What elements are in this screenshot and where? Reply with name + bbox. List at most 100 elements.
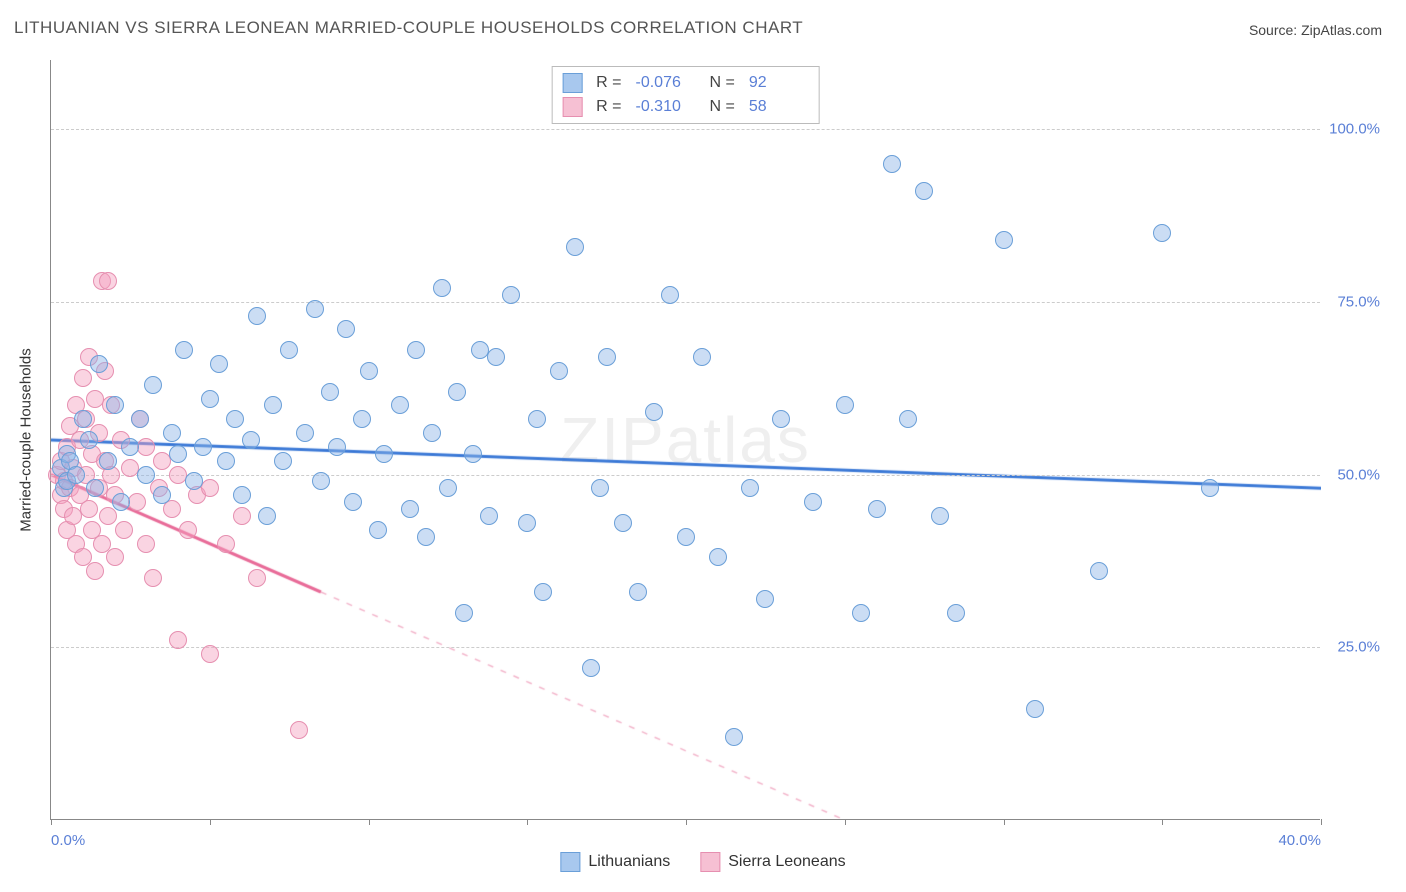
legend-swatch-pink bbox=[562, 97, 582, 117]
data-point bbox=[144, 376, 162, 394]
data-point bbox=[582, 659, 600, 677]
legend-item-2: Sierra Leoneans bbox=[700, 852, 845, 872]
data-point bbox=[217, 452, 235, 470]
data-point bbox=[201, 390, 219, 408]
gridline bbox=[51, 302, 1320, 303]
data-point bbox=[233, 507, 251, 525]
n-label: N = bbox=[710, 98, 735, 116]
xtick bbox=[51, 819, 52, 825]
legend-item-1: Lithuanians bbox=[560, 852, 670, 872]
data-point bbox=[741, 479, 759, 497]
data-point bbox=[112, 493, 130, 511]
data-point bbox=[677, 528, 695, 546]
data-point bbox=[306, 300, 324, 318]
data-point bbox=[725, 728, 743, 746]
legend-label-2: Sierra Leoneans bbox=[728, 853, 845, 871]
chart-container: { "title": "LITHUANIAN VS SIERRA LEONEAN… bbox=[0, 0, 1406, 892]
legend-swatch-blue bbox=[562, 73, 582, 93]
data-point bbox=[1090, 562, 1108, 580]
data-point bbox=[448, 383, 466, 401]
r-value-2: -0.310 bbox=[636, 98, 696, 116]
ytick-label: 50.0% bbox=[1325, 466, 1380, 483]
data-point bbox=[344, 493, 362, 511]
data-point bbox=[464, 445, 482, 463]
data-point bbox=[115, 521, 133, 539]
data-point bbox=[321, 383, 339, 401]
xtick bbox=[527, 819, 528, 825]
data-point bbox=[1153, 224, 1171, 242]
data-point bbox=[360, 362, 378, 380]
xtick bbox=[369, 819, 370, 825]
data-point bbox=[614, 514, 632, 532]
xtick bbox=[1321, 819, 1322, 825]
xtick bbox=[686, 819, 687, 825]
data-point bbox=[242, 431, 260, 449]
data-point bbox=[550, 362, 568, 380]
data-point bbox=[528, 410, 546, 428]
chart-title: LITHUANIAN VS SIERRA LEONEAN MARRIED-COU… bbox=[14, 18, 803, 38]
data-point bbox=[868, 500, 886, 518]
data-point bbox=[144, 569, 162, 587]
n-value-2: 58 bbox=[749, 98, 809, 116]
data-point bbox=[566, 238, 584, 256]
xtick bbox=[1004, 819, 1005, 825]
data-point bbox=[137, 535, 155, 553]
data-point bbox=[487, 348, 505, 366]
ytick-label: 75.0% bbox=[1325, 293, 1380, 310]
data-point bbox=[169, 445, 187, 463]
data-point bbox=[455, 604, 473, 622]
gridline bbox=[51, 475, 1320, 476]
data-point bbox=[328, 438, 346, 456]
data-point bbox=[423, 424, 441, 442]
data-point bbox=[80, 431, 98, 449]
data-point bbox=[274, 452, 292, 470]
gridline bbox=[51, 129, 1320, 130]
data-point bbox=[233, 486, 251, 504]
r-value-1: -0.076 bbox=[636, 74, 696, 92]
data-point bbox=[290, 721, 308, 739]
data-point bbox=[693, 348, 711, 366]
data-point bbox=[201, 479, 219, 497]
data-point bbox=[471, 341, 489, 359]
r-label: R = bbox=[596, 74, 621, 92]
n-label: N = bbox=[710, 74, 735, 92]
data-point bbox=[74, 410, 92, 428]
data-point bbox=[217, 535, 235, 553]
data-point bbox=[661, 286, 679, 304]
xtick bbox=[845, 819, 846, 825]
data-point bbox=[128, 493, 146, 511]
data-point bbox=[106, 548, 124, 566]
data-point bbox=[179, 521, 197, 539]
data-point bbox=[201, 645, 219, 663]
plot-area: ZIPatlas R = -0.076 N = 92 R = -0.310 N … bbox=[50, 60, 1320, 820]
gridline bbox=[51, 647, 1320, 648]
data-point bbox=[163, 424, 181, 442]
xtick bbox=[1162, 819, 1163, 825]
data-point bbox=[99, 452, 117, 470]
data-point bbox=[67, 466, 85, 484]
data-point bbox=[417, 528, 435, 546]
data-point bbox=[598, 348, 616, 366]
series-legend: Lithuanians Sierra Leoneans bbox=[560, 852, 845, 872]
data-point bbox=[248, 307, 266, 325]
ytick-label: 100.0% bbox=[1325, 121, 1380, 138]
source-credit: Source: ZipAtlas.com bbox=[1249, 22, 1382, 38]
data-point bbox=[106, 396, 124, 414]
stats-legend: R = -0.076 N = 92 R = -0.310 N = 58 bbox=[551, 66, 820, 124]
data-point bbox=[995, 231, 1013, 249]
xtick-label: 40.0% bbox=[1278, 832, 1321, 849]
data-point bbox=[852, 604, 870, 622]
y-axis-label: Married-couple Households bbox=[18, 348, 35, 531]
legend-label-1: Lithuanians bbox=[588, 853, 670, 871]
data-point bbox=[433, 279, 451, 297]
data-point bbox=[296, 424, 314, 442]
xtick bbox=[210, 819, 211, 825]
legend-swatch-blue bbox=[560, 852, 580, 872]
source-prefix: Source: bbox=[1249, 22, 1301, 38]
data-point bbox=[534, 583, 552, 601]
data-point bbox=[258, 507, 276, 525]
data-point bbox=[883, 155, 901, 173]
n-value-1: 92 bbox=[749, 74, 809, 92]
data-point bbox=[401, 500, 419, 518]
stats-row-1: R = -0.076 N = 92 bbox=[562, 71, 809, 95]
